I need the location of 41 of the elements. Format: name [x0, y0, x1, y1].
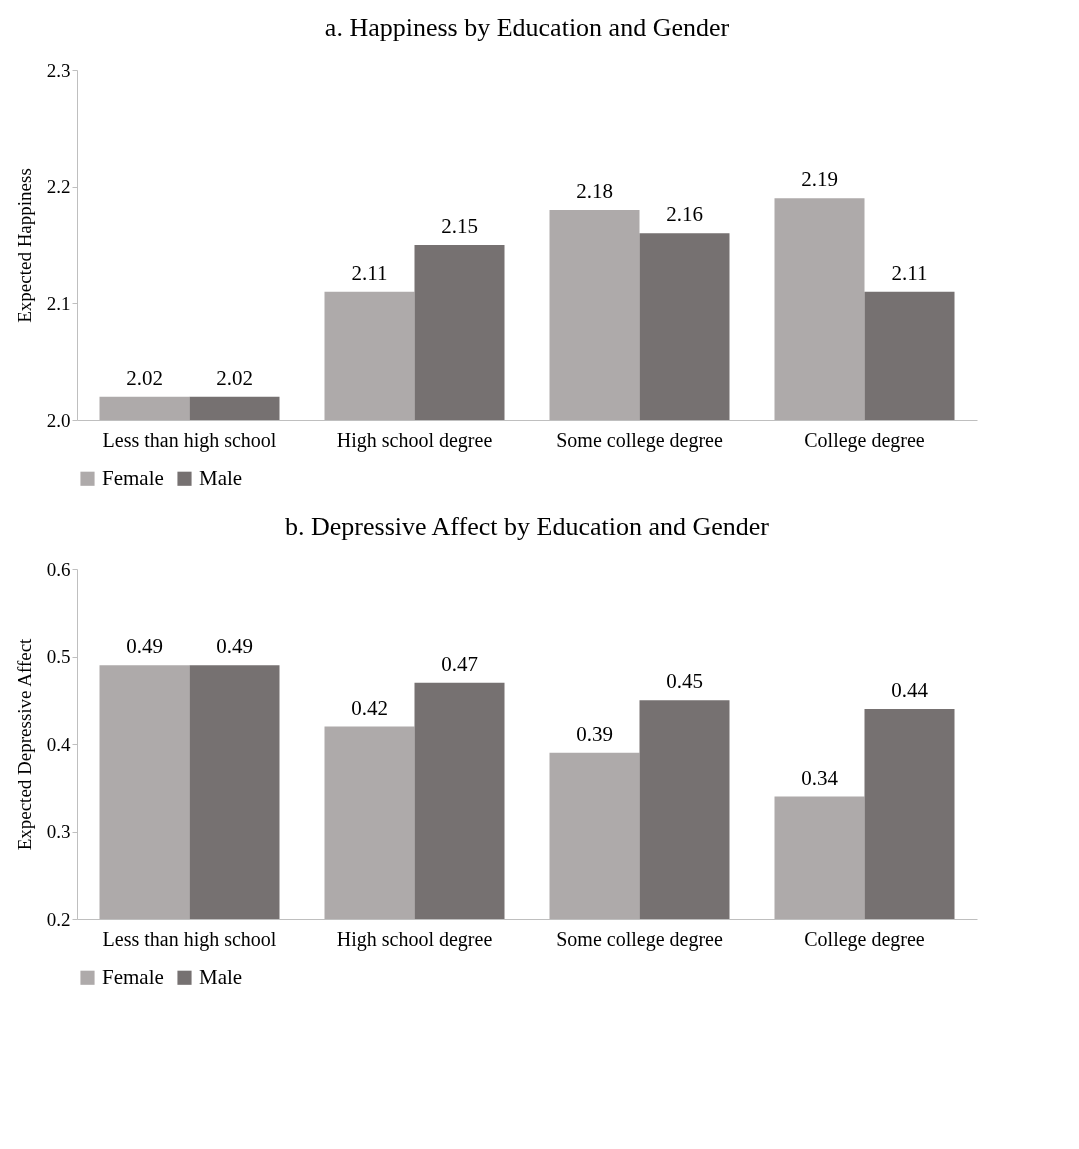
data-label: 0.44	[891, 678, 929, 702]
y-axis-title: Expected Happiness	[13, 168, 35, 323]
x-tick-label: Some college degree	[556, 428, 723, 452]
x-tick-label: High school degree	[336, 927, 493, 951]
y-tick-label: 0.2	[46, 908, 71, 930]
data-label: 2.11	[891, 260, 928, 285]
y-tick-label: 0.5	[46, 646, 71, 667]
y-tick-label: 0.6	[46, 558, 71, 580]
chart-title: a. Happiness by Education and Gender	[324, 13, 730, 42]
legend-label: Female	[102, 964, 164, 989]
data-label: 0.47	[441, 651, 478, 676]
data-label: 0.34	[801, 765, 839, 790]
x-tick-label: Less than high school	[102, 428, 277, 452]
chart-title: b. Depressive Affect by Education and Gender	[285, 512, 770, 541]
legend-label: Male	[199, 465, 243, 490]
x-tick-label: College degree	[804, 927, 925, 951]
y-tick-label: 2.1	[46, 292, 71, 314]
x-tick-label: Less than high school	[102, 927, 277, 951]
data-label: 2.19	[801, 167, 838, 192]
data-label: 2.02	[216, 365, 253, 390]
y-axis-title: Expected Depressive Affect	[13, 637, 35, 851]
legend-label: Female	[102, 465, 164, 490]
y-tick-label: 2.0	[46, 409, 71, 431]
data-label: 0.42	[351, 695, 388, 720]
data-label: 0.39	[576, 721, 613, 746]
x-tick-label: College degree	[804, 428, 925, 452]
data-label: 2.02	[126, 365, 163, 390]
data-label: 2.11	[351, 260, 388, 285]
x-tick-label: High school degree	[336, 428, 493, 452]
data-label: 0.49	[216, 634, 253, 659]
data-label: 2.16	[666, 202, 703, 227]
y-tick-label: 2.2	[46, 176, 71, 198]
data-label: 0.49	[126, 634, 163, 659]
data-label: 2.15	[441, 214, 478, 238]
y-tick-label: 0.3	[46, 821, 71, 842]
data-label: 2.18	[576, 179, 613, 203]
y-tick-label: 0.4	[46, 733, 71, 755]
y-tick-label: 2.3	[46, 59, 71, 81]
x-tick-label: Some college degree	[556, 927, 723, 951]
legend-label: Male	[199, 964, 243, 989]
data-label: 0.45	[666, 669, 703, 694]
